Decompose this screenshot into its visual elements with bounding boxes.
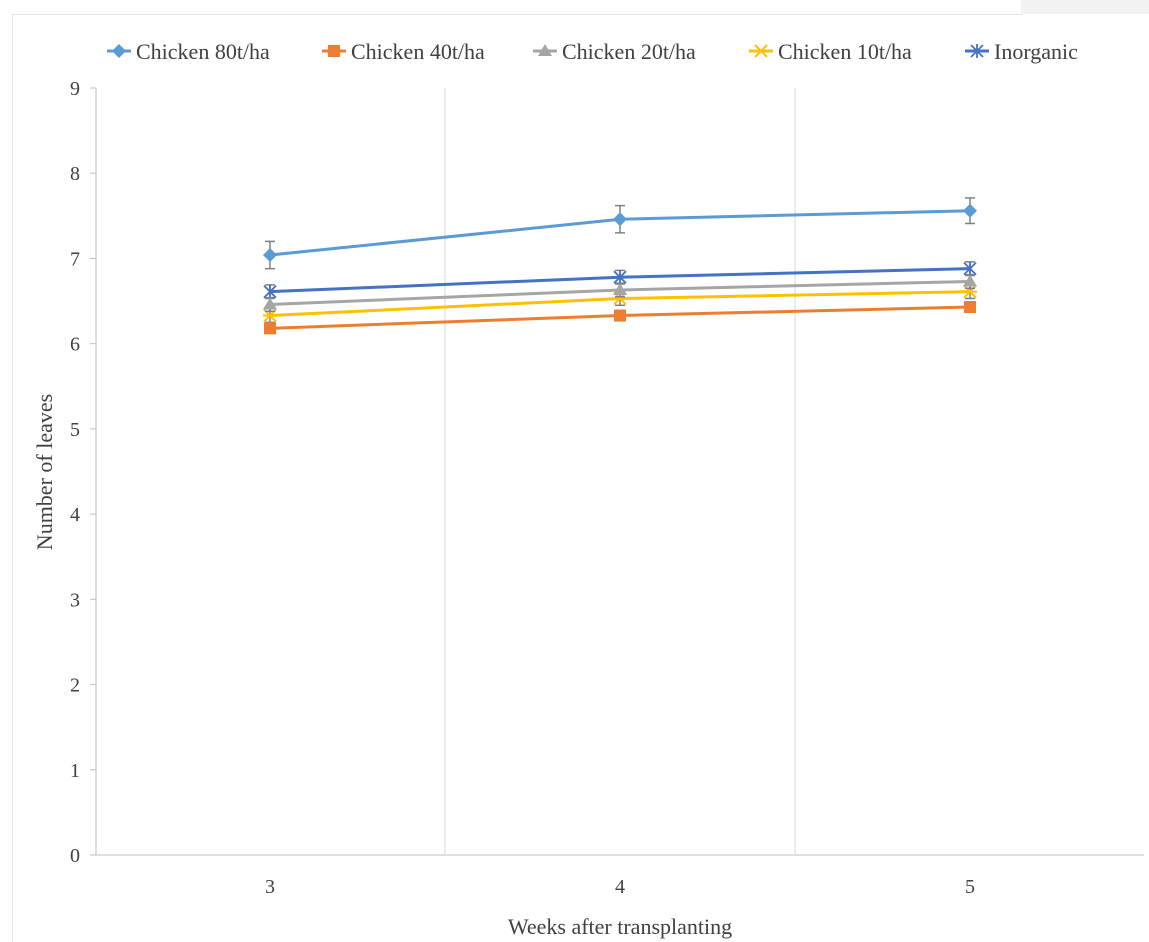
series-group bbox=[263, 197, 977, 335]
y-tick-label-2: 2 bbox=[70, 675, 80, 697]
point-inorganic-5 bbox=[963, 261, 977, 276]
legend-marker-inorganic bbox=[970, 44, 984, 58]
legend-marker-chicken-80t-ha bbox=[112, 44, 126, 58]
legend-item-chicken-10t-ha: Chicken 10t/ha bbox=[749, 39, 912, 64]
y-tick-label-9: 9 bbox=[70, 78, 80, 100]
point-chicken-80t-ha-3 bbox=[263, 248, 277, 263]
legend-item-chicken-80t-ha: Chicken 80t/ha bbox=[107, 39, 270, 64]
legend-label-inorganic: Inorganic bbox=[994, 39, 1078, 64]
grid-lines bbox=[444, 88, 796, 855]
point-chicken-80t-ha-4 bbox=[613, 212, 627, 227]
x-tick-label-4: 4 bbox=[615, 876, 625, 898]
x-axis-title: Weeks after transplanting bbox=[508, 914, 732, 939]
y-tick-label-0: 0 bbox=[70, 845, 80, 867]
point-chicken-40t-ha-3 bbox=[264, 322, 276, 335]
y-tick-label-4: 4 bbox=[70, 504, 80, 526]
point-chicken-40t-ha-4 bbox=[614, 309, 626, 322]
x-axis-ticks: 3 4 5 bbox=[265, 876, 975, 898]
corner-patch bbox=[1021, 0, 1149, 14]
x-tick-label-5: 5 bbox=[965, 876, 975, 898]
frame-border-left bbox=[12, 14, 13, 942]
point-inorganic-3 bbox=[263, 284, 277, 299]
series-chicken-20t-ha bbox=[263, 273, 977, 313]
y-tick-label-3: 3 bbox=[70, 589, 80, 611]
series-chicken-40t-ha bbox=[264, 301, 976, 335]
legend-label-chicken-10t-ha: Chicken 10t/ha bbox=[778, 39, 912, 64]
legend-label-chicken-80t-ha: Chicken 80t/ha bbox=[136, 39, 270, 64]
y-tick-label-5: 5 bbox=[70, 419, 80, 441]
point-chicken-80t-ha-5 bbox=[963, 203, 977, 218]
y-axis-title: Number of leaves bbox=[32, 394, 57, 550]
legend-label-chicken-20t-ha: Chicken 20t/ha bbox=[562, 39, 696, 64]
y-tick-label-1: 1 bbox=[70, 760, 80, 782]
series-inorganic bbox=[263, 261, 977, 300]
legend-marker-chicken-10t-ha bbox=[754, 44, 768, 58]
y-tick-label-6: 6 bbox=[70, 334, 80, 356]
legend-item-chicken-40t-ha: Chicken 40t/ha bbox=[322, 39, 485, 64]
point-chicken-20t-ha-5 bbox=[963, 274, 977, 287]
series-chicken-80t-ha bbox=[263, 197, 977, 270]
axes bbox=[95, 88, 1144, 856]
legend-marker-chicken-40t-ha bbox=[328, 45, 340, 57]
point-chicken-20t-ha-3 bbox=[263, 297, 277, 310]
y-tick-label-8: 8 bbox=[70, 163, 80, 185]
y-axis-ticks: 0 1 2 3 4 5 6 7 8 9 bbox=[70, 78, 96, 867]
legend-label-chicken-40t-ha: Chicken 40t/ha bbox=[351, 39, 485, 64]
x-tick-label-3: 3 bbox=[265, 876, 275, 898]
legend-marker-chicken-20t-ha bbox=[538, 44, 552, 56]
point-inorganic-4 bbox=[613, 270, 627, 285]
y-tick-label-7: 7 bbox=[70, 248, 80, 270]
frame-border-top bbox=[12, 14, 1022, 15]
legend-item-chicken-20t-ha: Chicken 20t/ha bbox=[533, 39, 696, 64]
legend-item-inorganic: Inorganic bbox=[965, 39, 1078, 64]
legend: Chicken 80t/ha Chicken 40t/ha Chicken 20t/… bbox=[107, 39, 1078, 64]
point-chicken-20t-ha-4 bbox=[613, 282, 627, 295]
point-chicken-40t-ha-5 bbox=[964, 301, 976, 314]
